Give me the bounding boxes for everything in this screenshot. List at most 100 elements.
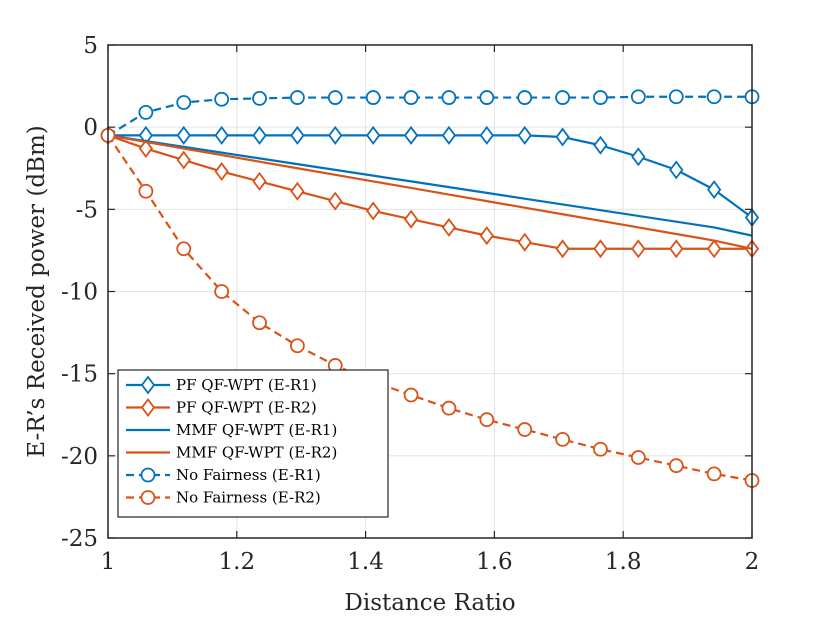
x-tick-label: 1 bbox=[101, 549, 116, 575]
data-point bbox=[669, 160, 684, 180]
legend-label: No Fairness (E-R2) bbox=[176, 489, 321, 507]
data-point bbox=[479, 125, 494, 145]
legend-item: MMF QF-WPT (E-R1) bbox=[126, 421, 337, 439]
data-point bbox=[403, 387, 419, 403]
data-point bbox=[441, 125, 457, 145]
series-6 bbox=[100, 127, 760, 488]
data-point bbox=[706, 466, 722, 482]
data-point bbox=[176, 241, 192, 257]
data-point bbox=[479, 226, 494, 246]
data-point bbox=[290, 125, 305, 145]
data-point bbox=[403, 90, 419, 105]
data-point bbox=[176, 125, 191, 145]
y-axis-title: E-R’s Received power (dBm) bbox=[24, 125, 50, 457]
y-tick-label: -15 bbox=[61, 362, 98, 388]
y-tick-label: 5 bbox=[83, 33, 98, 59]
y-tick-label: -10 bbox=[61, 280, 98, 306]
data-point bbox=[593, 441, 608, 457]
data-point bbox=[517, 90, 533, 105]
data-point bbox=[214, 125, 229, 145]
y-tick-label: 0 bbox=[83, 115, 98, 141]
data-point bbox=[555, 239, 570, 259]
legend-item: No Fairness (E-R2) bbox=[126, 489, 321, 507]
data-point bbox=[441, 400, 457, 416]
x-tick-label: 1.4 bbox=[347, 549, 384, 575]
data-point bbox=[631, 239, 646, 259]
data-point bbox=[630, 450, 646, 465]
data-point bbox=[479, 412, 495, 428]
series-line bbox=[107, 134, 753, 237]
data-point bbox=[138, 183, 154, 199]
data-point bbox=[327, 90, 343, 105]
legend-label: MMF QF-WPT (E-R1) bbox=[176, 421, 337, 439]
data-point bbox=[252, 125, 267, 145]
series-line bbox=[107, 95, 752, 137]
series-layer bbox=[100, 89, 760, 488]
data-point bbox=[328, 191, 343, 211]
data-point bbox=[290, 181, 305, 201]
legend-item: PF QF-WPT (E-R1) bbox=[126, 375, 317, 395]
axis-ticks: 1 1.2 1.4 1.6 1.8 2 5 0 -5 -10 -15 -20 -25 bbox=[61, 33, 759, 575]
data-point bbox=[252, 91, 267, 106]
legend-label: PF QF-WPT (E-R2) bbox=[176, 399, 317, 417]
data-point bbox=[555, 431, 570, 447]
data-point bbox=[517, 125, 532, 145]
y-tick-label: -20 bbox=[61, 444, 98, 470]
data-point bbox=[403, 125, 419, 145]
data-point bbox=[290, 338, 305, 354]
legend-marker bbox=[140, 467, 156, 483]
series-3 bbox=[107, 134, 753, 237]
data-point bbox=[176, 150, 191, 170]
data-point bbox=[631, 147, 646, 167]
data-point bbox=[668, 458, 684, 474]
data-point bbox=[593, 135, 608, 155]
data-point bbox=[176, 95, 192, 110]
legend-label: MMF QF-WPT (E-R2) bbox=[176, 444, 337, 462]
data-point bbox=[441, 90, 457, 105]
data-point bbox=[138, 139, 153, 159]
y-tick-label: -5 bbox=[76, 197, 98, 223]
data-point bbox=[669, 239, 684, 259]
data-point bbox=[517, 422, 533, 437]
series-line bbox=[107, 134, 753, 250]
data-point bbox=[214, 91, 230, 107]
data-point bbox=[365, 90, 381, 105]
legend-label: PF QF-WPT (E-R1) bbox=[176, 376, 317, 394]
data-point bbox=[479, 90, 495, 105]
series-1 bbox=[100, 125, 760, 228]
data-point bbox=[252, 315, 267, 331]
data-point bbox=[707, 180, 722, 200]
series-5 bbox=[100, 89, 760, 143]
data-point bbox=[403, 209, 419, 229]
data-point bbox=[630, 89, 646, 105]
data-point bbox=[366, 201, 381, 221]
data-point bbox=[366, 125, 381, 145]
x-tick-label: 1.2 bbox=[219, 549, 256, 575]
series-2 bbox=[100, 125, 760, 259]
series-4 bbox=[107, 134, 753, 250]
x-axis-title: Distance Ratio bbox=[344, 590, 515, 616]
data-point bbox=[707, 239, 722, 259]
data-point bbox=[214, 284, 230, 299]
legend-item: PF QF-WPT (E-R2) bbox=[126, 398, 317, 417]
data-point bbox=[138, 104, 154, 120]
data-point bbox=[214, 162, 229, 182]
x-tick-label: 1.6 bbox=[476, 549, 513, 575]
data-point bbox=[517, 232, 532, 252]
data-point bbox=[290, 90, 305, 105]
data-point bbox=[593, 90, 608, 105]
legend-marker bbox=[140, 490, 156, 505]
series-line bbox=[108, 134, 753, 219]
data-point bbox=[441, 217, 457, 237]
x-tick-label: 1.8 bbox=[605, 549, 642, 575]
legend: PF QF-WPT (E-R1) PF QF-WPT (E-R2) MMF QF-W… bbox=[117, 369, 389, 518]
data-point bbox=[668, 89, 684, 105]
legend-marker bbox=[140, 375, 156, 395]
data-point bbox=[252, 171, 267, 191]
x-tick-label: 2 bbox=[745, 549, 760, 575]
data-point bbox=[555, 127, 570, 147]
legend-box bbox=[117, 369, 389, 518]
y-tick-label: -25 bbox=[61, 526, 98, 552]
